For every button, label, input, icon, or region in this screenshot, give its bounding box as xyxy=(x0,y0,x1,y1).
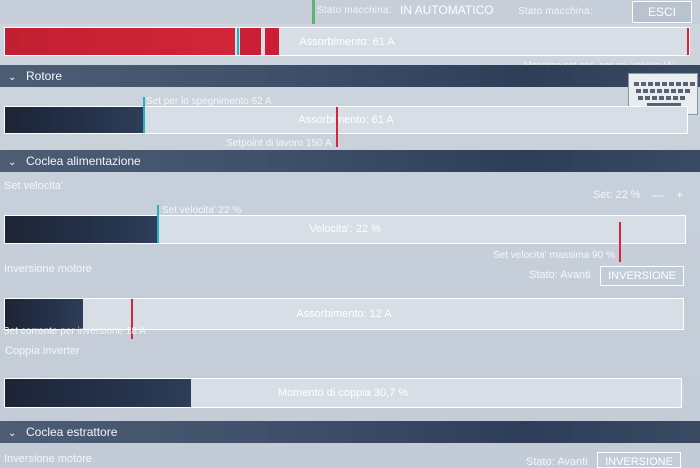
set-velocity-value: Set: 22 % xyxy=(593,189,641,201)
section-coclea-estrattore[interactable]: ⌄ Coclea estrattore xyxy=(0,421,700,443)
torque-title: Coppia inverter xyxy=(5,345,80,357)
velocity-decrease-button[interactable]: — xyxy=(652,188,664,202)
motor-state-label: Stato: Avanti xyxy=(529,269,591,281)
status-indicator xyxy=(312,0,315,24)
velocity-max-marker xyxy=(619,222,621,262)
inversion-current-marker xyxy=(131,299,133,339)
rotore-absorption-value: Assorbimento: 61 A xyxy=(298,114,394,126)
rotore-setpoint-label: Setpoint di lavoro 150 A xyxy=(226,138,332,149)
rotore-set-off-marker xyxy=(143,97,145,133)
velocity-bar: Velocita': 22 % xyxy=(4,205,686,262)
velocity-value: Velocita': 22 % xyxy=(309,223,381,235)
chevron-down-icon: ⌄ xyxy=(8,428,17,439)
velocity-set-marker xyxy=(157,205,159,243)
machine-status-value: IN AUTOMATICO xyxy=(400,3,494,17)
machine-status-label-2: Stato macchina: xyxy=(518,6,593,17)
absorption-bar: Assorbimento: 61 A xyxy=(4,27,690,56)
inversion-current-label: Set corrente per inversione 18 A xyxy=(3,326,146,337)
velocity-set-marker-label: Set velocita' 22 % xyxy=(162,205,242,216)
rotore-absorption-bar: Assorbimento: 61 A xyxy=(4,97,688,147)
section-rotore-title: Rotore xyxy=(26,69,63,83)
set-velocity-label: Set velocita' xyxy=(4,180,63,192)
absorption-cyan-marker xyxy=(237,28,239,55)
torque-fill xyxy=(5,379,191,407)
rotore-absorption-fill xyxy=(5,107,143,133)
feed-absorption-value: Assorbimento: 12 A xyxy=(296,308,392,320)
feed-absorption-bar: Assorbimento: 12 A xyxy=(4,298,684,339)
inversion-button[interactable]: INVERSIONE xyxy=(600,266,684,286)
machine-status-label: Stato macchina: xyxy=(317,5,392,16)
velocity-increase-button[interactable]: + xyxy=(676,187,684,202)
absorption-max-marker xyxy=(687,28,689,55)
extractor-inversion-button[interactable]: INVERSIONE xyxy=(597,452,681,468)
velocity-fill xyxy=(5,216,157,243)
chevron-down-icon: ⌄ xyxy=(8,157,17,168)
absorption-value: Assorbimento: 61 A xyxy=(299,36,395,48)
section-coclea-estrattore-title: Coclea estrattore xyxy=(26,425,118,439)
chevron-down-icon: ⌄ xyxy=(8,72,17,83)
absorption-fill xyxy=(5,28,235,55)
velocity-max-label: Set velocita' massima 90 % xyxy=(493,250,615,261)
extractor-state-label: Stato: Avanti xyxy=(526,456,588,468)
feed-absorption-fill xyxy=(5,299,83,329)
torque-bar: Momento di coppia 30,7 % xyxy=(4,378,682,408)
section-coclea-alimentazione[interactable]: ⌄ Coclea alimentazione xyxy=(0,150,700,172)
absorption-segment xyxy=(240,28,261,55)
exit-button[interactable]: ESCI xyxy=(632,1,692,23)
section-rotore[interactable]: ⌄ Rotore xyxy=(0,65,700,87)
extractor-inversion-label: Inversione motore xyxy=(4,453,93,465)
section-coclea-alimentazione-title: Coclea alimentazione xyxy=(26,154,141,168)
rotore-set-off-label: Set per lo spegnimento 62 A xyxy=(146,96,272,107)
status-strip xyxy=(0,0,700,24)
rotore-setpoint-marker xyxy=(336,107,338,147)
inversion-motor-label: Inversione motore xyxy=(4,263,93,275)
absorption-segment-2 xyxy=(265,28,279,55)
torque-value: Momento di coppia 30,7 % xyxy=(277,387,409,399)
